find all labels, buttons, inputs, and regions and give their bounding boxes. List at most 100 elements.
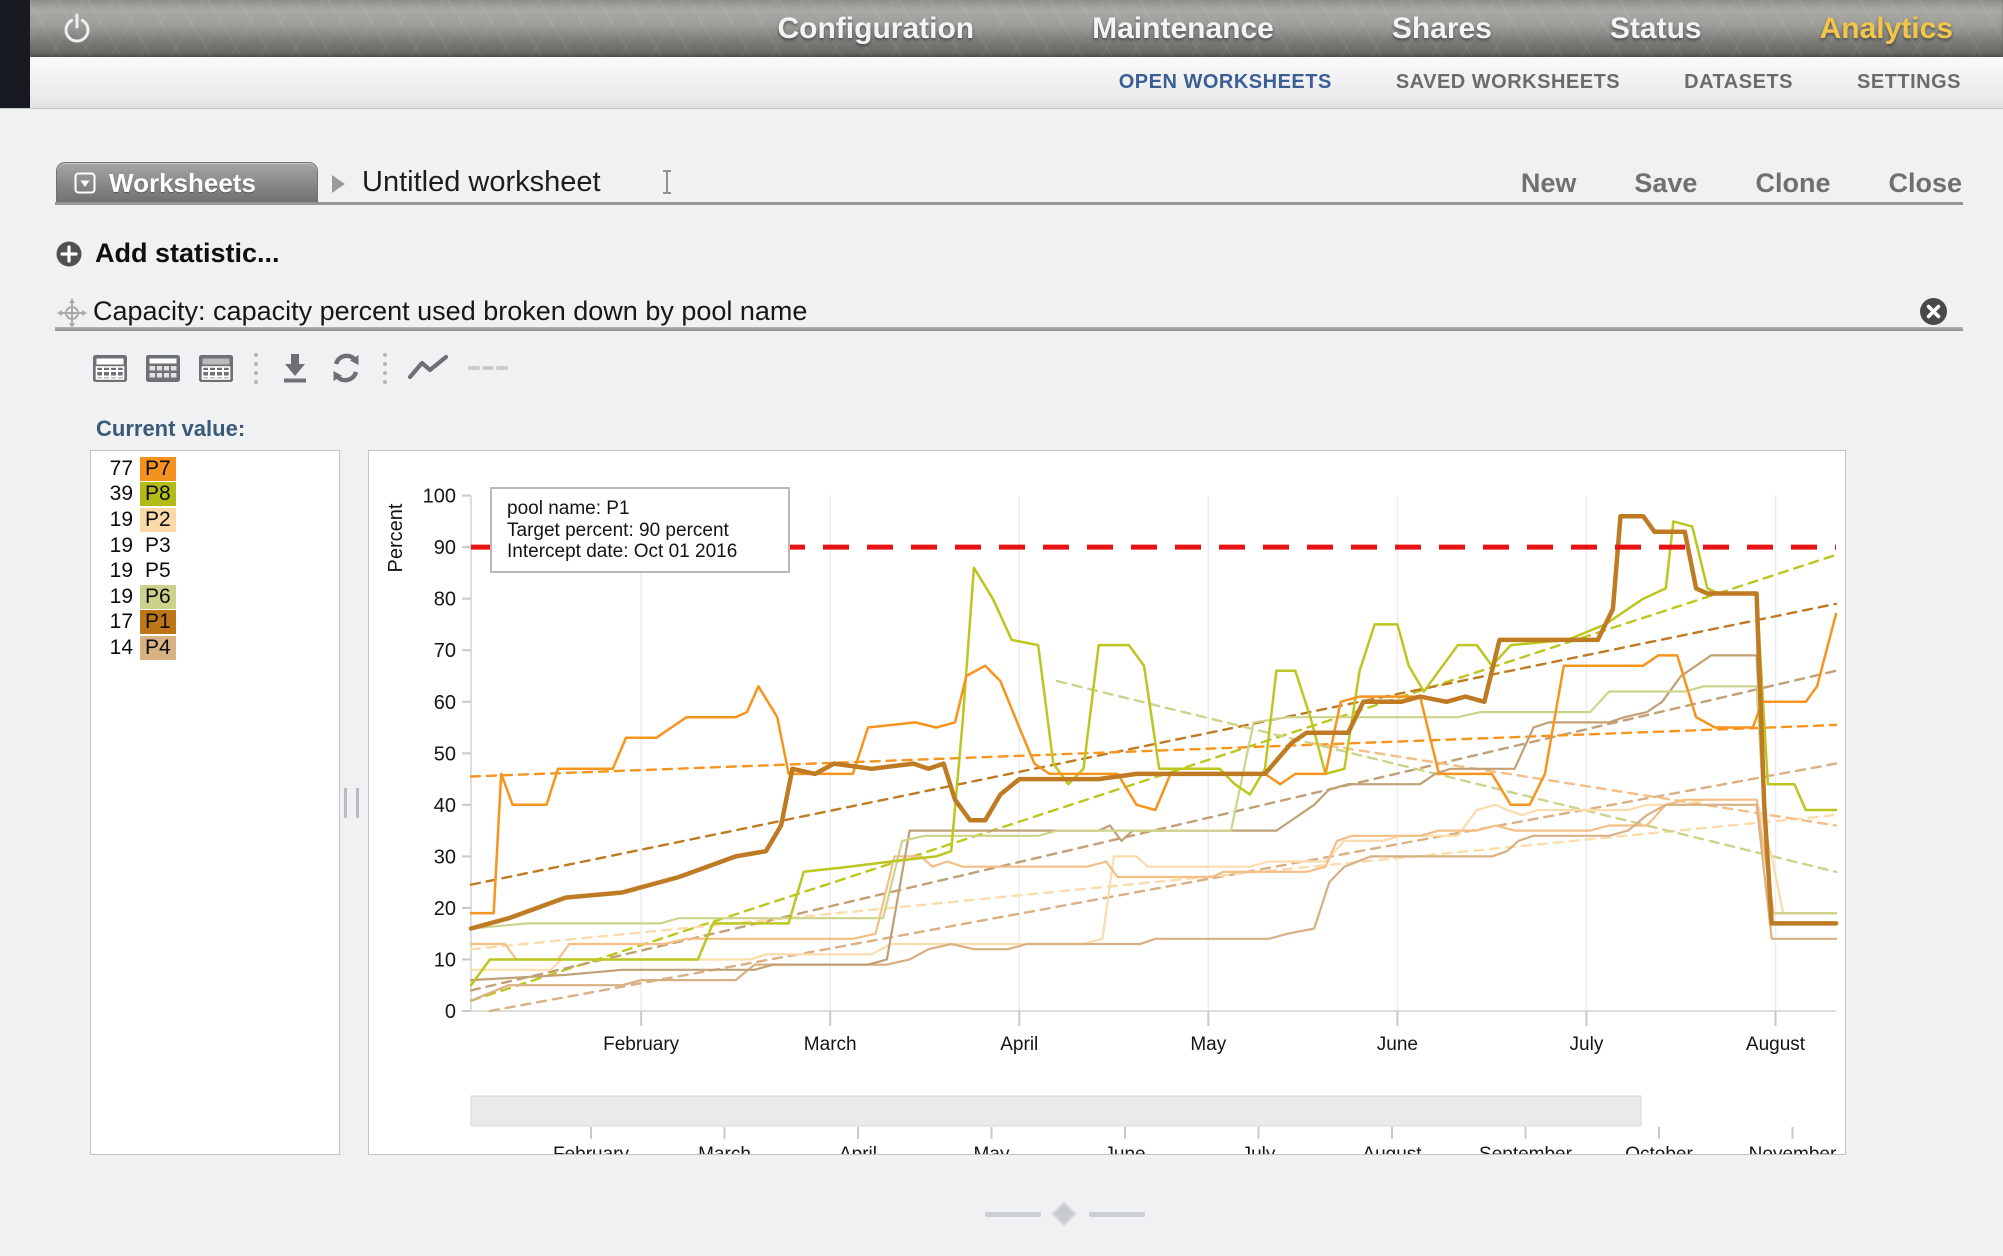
legend-panel: 77 P7 39 P8 19 P2 19 P3 19 P5 19 P6 17 P… bbox=[90, 450, 340, 1155]
svg-text:70: 70 bbox=[434, 640, 456, 662]
clone-button[interactable]: Clone bbox=[1755, 168, 1831, 198]
svg-text:August: August bbox=[1746, 1034, 1806, 1055]
worksheet-resize-handle[interactable] bbox=[985, 1201, 1145, 1227]
nav-maintenance[interactable]: Maintenance bbox=[1092, 11, 1274, 45]
svg-text:February: February bbox=[553, 1144, 630, 1154]
legend-value: 39 bbox=[109, 482, 133, 506]
legend-pool-chip[interactable]: P8 bbox=[140, 482, 176, 507]
svg-text:June: June bbox=[1104, 1144, 1145, 1154]
title-bar-divider bbox=[55, 202, 1963, 205]
power-icon bbox=[64, 13, 90, 43]
top-nav-items: Configuration Maintenance Shares Status … bbox=[777, 0, 1953, 57]
table-rows-icon[interactable] bbox=[145, 354, 181, 383]
svg-text:20: 20 bbox=[434, 898, 456, 920]
worksheets-menu-icon bbox=[74, 172, 96, 194]
panel-resize-handle[interactable] bbox=[344, 788, 359, 818]
svg-text:0: 0 bbox=[445, 1001, 456, 1023]
toolbar-separator bbox=[251, 352, 261, 384]
svg-text:April: April bbox=[839, 1144, 877, 1154]
svg-text:February: February bbox=[603, 1034, 680, 1055]
resize-diamond-icon bbox=[1051, 1201, 1077, 1227]
legend-value: 19 bbox=[109, 507, 133, 531]
tab-settings[interactable]: SETTINGS bbox=[1856, 71, 1961, 93]
chart-panel: 0 10 20 30 40 50 60 70 80 90 100 Percent February Mar… bbox=[368, 450, 1846, 1155]
worksheets-menu-label: Worksheets bbox=[109, 167, 256, 198]
chart-tooltip: pool name: P1 Target percent: 90 percent… bbox=[490, 487, 790, 573]
svg-text:August: August bbox=[1362, 1144, 1422, 1154]
legend-value: 14 bbox=[109, 635, 133, 659]
statistic-header-row: Capacity: capacity percent used broken d… bbox=[55, 296, 1963, 332]
svg-text:90: 90 bbox=[434, 537, 456, 559]
legend-row[interactable]: 77 P7 bbox=[99, 456, 339, 482]
svg-text:60: 60 bbox=[434, 692, 456, 714]
hex-pattern bbox=[0, 0, 2003, 57]
svg-text:March: March bbox=[804, 1034, 857, 1055]
legend-value: 19 bbox=[109, 533, 133, 557]
legend-pool-chip[interactable]: P3 bbox=[145, 533, 171, 557]
svg-text:50: 50 bbox=[434, 743, 456, 765]
toolbar-separator bbox=[380, 352, 390, 384]
svg-text:30: 30 bbox=[434, 846, 456, 868]
tooltip-intercept-date: Intercept date: Oct 01 2016 bbox=[507, 541, 738, 562]
table-grid-icon[interactable] bbox=[198, 354, 234, 383]
legend-row[interactable]: 19 P5 bbox=[99, 558, 339, 584]
worksheets-menu-button[interactable]: Worksheets bbox=[56, 162, 318, 204]
statistic-header-divider bbox=[55, 327, 1963, 331]
move-statistic-icon[interactable] bbox=[57, 298, 87, 333]
legend-pool-chip[interactable]: P2 bbox=[140, 507, 176, 532]
save-button[interactable]: Save bbox=[1634, 168, 1698, 198]
svg-text:40: 40 bbox=[434, 795, 456, 817]
legend-value: 19 bbox=[109, 584, 133, 608]
tab-saved-worksheets[interactable]: SAVED WORKSHEETS bbox=[1395, 71, 1621, 93]
nav-analytics[interactable]: Analytics bbox=[1819, 11, 1953, 45]
add-statistic-button[interactable]: Add statistic... bbox=[55, 238, 280, 269]
tab-open-worksheets[interactable]: OPEN WORKSHEETS bbox=[1118, 71, 1332, 93]
nav-status[interactable]: Status bbox=[1609, 11, 1702, 45]
legend-pool-chip[interactable]: P4 bbox=[140, 635, 176, 660]
dashed-line-icon[interactable] bbox=[466, 353, 510, 383]
power-button[interactable] bbox=[60, 11, 94, 45]
svg-text:June: June bbox=[1377, 1034, 1418, 1055]
svg-text:October: October bbox=[1625, 1144, 1693, 1154]
statistic-title: Capacity: capacity percent used broken d… bbox=[93, 296, 808, 326]
worksheet-actions: New Save Clone Close bbox=[1521, 168, 1962, 199]
legend-row[interactable]: 19 P3 bbox=[99, 533, 339, 559]
table-default-icon[interactable] bbox=[92, 354, 128, 383]
add-statistic-label: Add statistic... bbox=[95, 238, 280, 268]
download-icon[interactable] bbox=[278, 352, 312, 384]
legend-row[interactable]: 19 P2 bbox=[99, 507, 339, 533]
legend-value: 77 bbox=[109, 456, 133, 480]
legend-row[interactable]: 39 P8 bbox=[99, 482, 339, 508]
legend-pool-chip[interactable]: P7 bbox=[140, 456, 176, 481]
capacity-chart[interactable]: 0 10 20 30 40 50 60 70 80 90 100 Percent February Mar… bbox=[369, 451, 1845, 1154]
legend-pool-chip[interactable]: P5 bbox=[145, 559, 171, 583]
line-chart-icon[interactable] bbox=[407, 353, 449, 383]
sub-nav-bar: OPEN WORKSHEETS SAVED WORKSHEETS DATASET… bbox=[0, 57, 2003, 109]
legend-row[interactable]: 17 P1 bbox=[99, 610, 339, 636]
refresh-icon[interactable] bbox=[329, 352, 363, 384]
nav-shares[interactable]: Shares bbox=[1391, 11, 1492, 45]
tooltip-pool-name: pool name: P1 bbox=[507, 498, 630, 519]
svg-text:April: April bbox=[1000, 1034, 1038, 1055]
svg-text:July: July bbox=[1570, 1034, 1604, 1055]
svg-text:10: 10 bbox=[434, 949, 456, 971]
legend-pool-chip[interactable]: P1 bbox=[140, 610, 176, 635]
text-cursor-icon bbox=[660, 168, 674, 201]
current-value-heading: Current value: bbox=[96, 416, 246, 441]
nav-configuration[interactable]: Configuration bbox=[777, 11, 975, 45]
close-statistic-button[interactable] bbox=[1918, 296, 1949, 332]
worksheet-title-input[interactable]: Untitled worksheet bbox=[362, 166, 601, 198]
close-icon bbox=[1920, 298, 1947, 325]
close-button[interactable]: Close bbox=[1888, 168, 1962, 198]
breadcrumb-arrow-icon bbox=[332, 175, 354, 193]
svg-text:May: May bbox=[974, 1144, 1010, 1154]
statistic-toolbar bbox=[92, 346, 510, 390]
legend-pool-chip[interactable]: P6 bbox=[140, 584, 176, 609]
top-nav-bar: Configuration Maintenance Shares Status … bbox=[0, 0, 2003, 57]
legend-row[interactable]: 19 P6 bbox=[99, 584, 339, 610]
new-button[interactable]: New bbox=[1520, 168, 1577, 198]
tab-datasets[interactable]: DATASETS bbox=[1684, 71, 1793, 93]
legend-row[interactable]: 14 P4 bbox=[99, 635, 339, 661]
svg-text:November: November bbox=[1749, 1144, 1837, 1154]
sub-nav-items: OPEN WORKSHEETS SAVED WORKSHEETS DATASET… bbox=[1119, 57, 1961, 108]
